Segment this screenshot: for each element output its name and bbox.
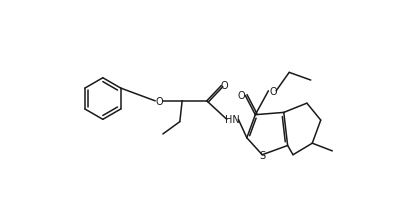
Text: S: S bbox=[259, 150, 265, 160]
Text: O: O bbox=[155, 96, 162, 106]
Text: HN: HN bbox=[224, 115, 239, 125]
Text: O: O bbox=[237, 91, 244, 101]
Text: O: O bbox=[220, 80, 228, 90]
Text: O: O bbox=[268, 86, 276, 96]
